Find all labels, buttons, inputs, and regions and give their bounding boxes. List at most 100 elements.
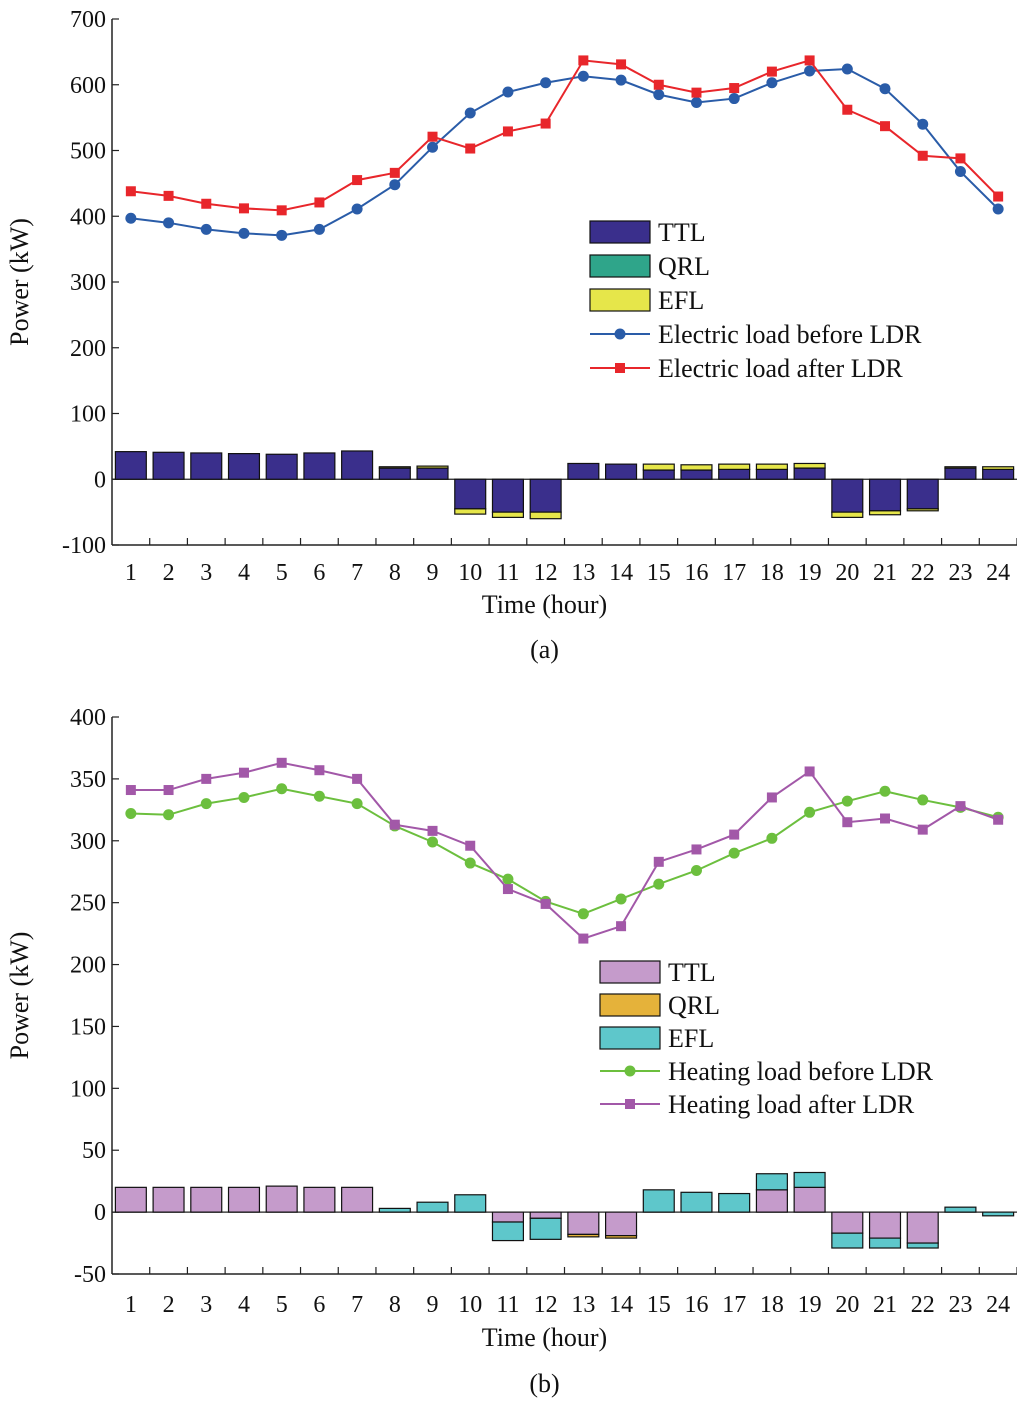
point-heating-load-after-ldr [917, 824, 928, 835]
x-tick-label: 5 [276, 1292, 288, 1318]
point-heating-load-before-ldr [917, 794, 929, 806]
point-heating-load-before-ldr [841, 795, 853, 807]
point-heating-load-after-ldr [201, 773, 212, 784]
x-tick-label: 21 [873, 1292, 897, 1318]
point-electric-load-after-ldr [389, 167, 400, 178]
point-electric-load-before-ldr [728, 93, 740, 105]
bar-efl [944, 1206, 977, 1213]
x-tick-label: 7 [351, 560, 363, 586]
x-tick-label: 24 [986, 1292, 1010, 1318]
point-heating-load-after-ldr [955, 801, 966, 812]
bar-efl [454, 1194, 487, 1213]
bar-efl [906, 1242, 939, 1249]
point-electric-load-after-ldr [238, 203, 249, 214]
point-heating-load-after-ldr [880, 813, 891, 824]
x-tick-label: 4 [238, 560, 250, 586]
bar-ttl [605, 1211, 638, 1237]
legend-label: QRL [658, 252, 710, 281]
x-tick-label: 16 [684, 1292, 708, 1318]
point-electric-load-before-ldr [502, 86, 514, 98]
x-axis-title: Time (hour) [482, 590, 607, 619]
bar-efl [793, 462, 826, 469]
x-tick-label: 9 [427, 560, 439, 586]
bar-ttl [906, 1211, 939, 1244]
y-tick-label: 300 [70, 270, 106, 296]
legend-marker-electric-load-after-ldr [615, 363, 625, 373]
x-tick-label: 8 [389, 560, 401, 586]
x-tick-label: 17 [722, 1292, 746, 1318]
y-axis-title: Power (kW) [5, 932, 34, 1060]
x-tick-label: 12 [534, 560, 558, 586]
bar-efl [755, 463, 788, 470]
x-axis-title: Time (hour) [482, 1323, 607, 1352]
x-tick-label: 14 [609, 1292, 633, 1318]
legend: TTL QRL EFL Electric load before LDR Electri… [589, 218, 922, 383]
y-tick-label: 150 [70, 1014, 106, 1040]
point-heating-load-before-ldr [125, 808, 137, 820]
point-electric-load-before-ldr [653, 89, 665, 101]
bar-ttl [868, 1211, 902, 1239]
point-electric-load-before-ldr [427, 141, 439, 153]
point-heating-load-after-ldr [842, 817, 853, 828]
point-electric-load-before-ldr [389, 179, 401, 191]
point-heating-load-after-ldr [163, 785, 174, 796]
legend-label: TTL [668, 958, 716, 987]
point-electric-load-after-ldr [540, 118, 551, 129]
bar-efl [831, 511, 864, 518]
x-tick-label: 18 [760, 560, 784, 586]
point-electric-load-after-ldr [917, 150, 928, 161]
x-tick-label: 21 [873, 560, 897, 586]
y-tick-label: 50 [82, 1138, 106, 1164]
x-tick-label: 9 [427, 1292, 439, 1318]
bar-efl [416, 1201, 449, 1213]
point-heating-load-after-ldr [804, 766, 815, 777]
x-tick-label: 1 [125, 560, 137, 586]
bar-ttl [605, 463, 638, 480]
x-tick-label: 18 [760, 1292, 784, 1318]
x-tick-label: 19 [798, 560, 822, 586]
bar-efl [982, 1211, 1015, 1217]
legend-swatch-efl [589, 288, 651, 312]
line-heating-load-before-ldr [130, 787, 999, 915]
legend-label: Electric load after LDR [658, 354, 903, 383]
x-tick-label: 6 [313, 1292, 325, 1318]
bar-efl [529, 1217, 562, 1240]
x-tick-label: 2 [163, 1292, 175, 1318]
bar-ttl [982, 468, 1015, 480]
y-tick-label: 200 [70, 336, 106, 362]
legend-label: Electric load before LDR [658, 320, 922, 349]
bar-efl [454, 508, 487, 515]
bar-ttl [303, 452, 336, 480]
bar-ttl [793, 467, 826, 480]
bar-ttl [491, 478, 524, 513]
bar-ttl [642, 469, 675, 480]
x-tick-label: 24 [986, 560, 1010, 586]
bar-ttl [303, 1186, 336, 1213]
point-heating-load-after-ldr [352, 773, 363, 784]
line-electric-load-before-ldr [130, 67, 999, 237]
point-electric-load-before-ldr [464, 107, 476, 119]
point-heating-load-after-ldr [314, 765, 325, 776]
y-tick-label: 200 [70, 953, 106, 979]
bar-ttl [190, 452, 223, 480]
bar-ttl [114, 451, 147, 480]
point-electric-load-after-ldr [578, 55, 589, 66]
bar-efl [416, 465, 449, 469]
x-tick-label: 20 [835, 560, 859, 586]
point-electric-load-before-ldr [577, 70, 589, 82]
bar-qrl [567, 1233, 600, 1238]
point-heating-load-after-ldr [993, 814, 1004, 825]
point-heating-load-after-ldr [276, 757, 287, 768]
y-tick-label: 300 [70, 829, 106, 855]
point-heating-load-after-ldr [653, 856, 664, 867]
point-heating-load-before-ldr [766, 832, 778, 844]
point-electric-load-after-ldr [163, 190, 174, 201]
point-heating-load-after-ldr [766, 792, 777, 803]
x-tick-label: 13 [571, 560, 595, 586]
y-tick-label: 700 [70, 7, 106, 33]
legend-marker-electric-load-before-ldr [614, 328, 626, 340]
point-electric-load-before-ldr [540, 77, 552, 89]
point-electric-load-before-ldr [615, 74, 627, 86]
point-electric-load-before-ldr [992, 203, 1004, 215]
x-tick-label: 20 [835, 1292, 859, 1318]
